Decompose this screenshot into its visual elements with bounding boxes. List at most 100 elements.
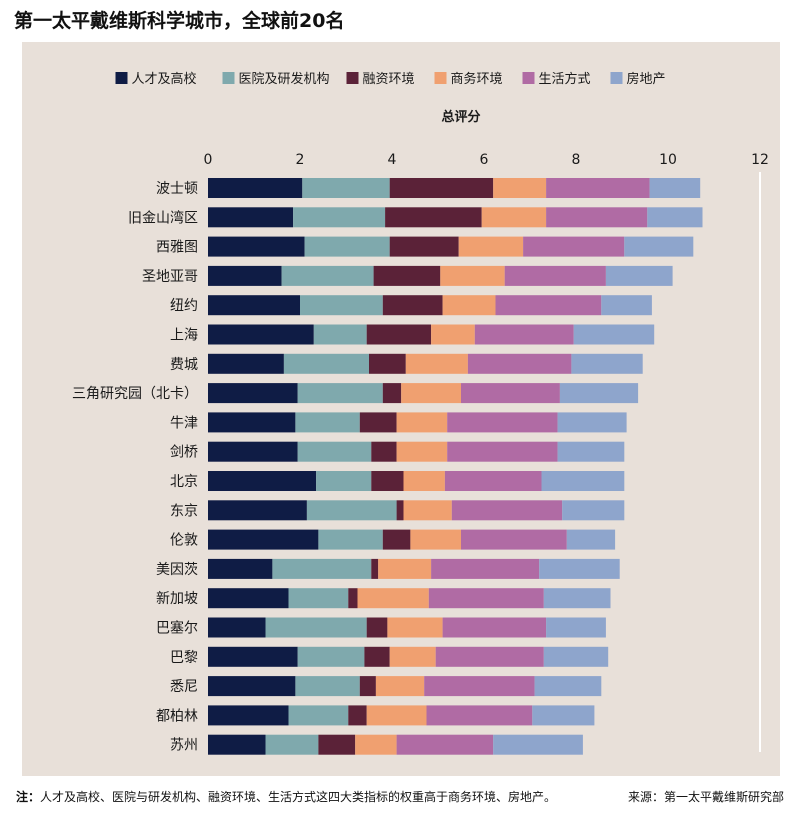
category-label: 新加坡: [156, 591, 198, 607]
legend-label: 商务环境: [451, 71, 503, 87]
bar-segment: [566, 529, 616, 550]
bar-segment: [435, 646, 544, 667]
legend-swatch: [522, 72, 535, 84]
bar-segment: [403, 471, 445, 491]
bar-segment: [208, 295, 300, 316]
bar-segment: [532, 705, 595, 726]
bar-segment: [601, 295, 652, 316]
bar-segment: [557, 441, 625, 462]
bar-segment: [426, 705, 533, 726]
category-label: 西雅图: [156, 240, 198, 256]
bar-segment: [401, 383, 461, 404]
bar-segment: [208, 734, 266, 755]
bar-segment: [297, 383, 383, 404]
x-tick-label: 12: [751, 152, 769, 168]
bar-segment: [571, 353, 643, 374]
bar-segment: [546, 617, 606, 638]
bar-segment: [208, 500, 307, 521]
bar-segment: [539, 558, 620, 579]
category-label: 东京: [170, 503, 198, 519]
bar-segment: [428, 588, 544, 609]
bar-segment: [562, 500, 625, 521]
bar-segment: [385, 207, 482, 228]
bar-segment: [265, 617, 367, 638]
bar-segment: [647, 207, 703, 228]
bar-segment: [208, 705, 289, 726]
bar-segment: [389, 646, 436, 667]
bar-segment: [387, 617, 443, 638]
bar-segment: [458, 236, 524, 257]
bar-segment: [534, 676, 602, 697]
bar-segment: [316, 471, 372, 491]
bar-segment: [543, 646, 609, 667]
category-label: 上海: [170, 328, 198, 344]
legend-label: 医院及研发机构: [239, 71, 330, 87]
bar-segment: [208, 617, 266, 638]
bar-segment: [378, 558, 432, 579]
source-credit: 来源：第一太平戴维斯研究部: [627, 790, 784, 804]
category-label: 美因茨: [156, 562, 198, 578]
category-label: 都柏林: [156, 708, 198, 724]
bar-segment: [208, 471, 317, 491]
bar-segment: [313, 324, 367, 345]
bar-segment: [557, 412, 627, 433]
bar-segment: [272, 558, 372, 579]
x-tick-label: 8: [572, 152, 581, 168]
category-label: 三角研究园（北卡）: [72, 386, 198, 402]
bar-segment: [288, 705, 349, 726]
bar-segment: [318, 529, 383, 550]
bar-segment: [208, 646, 298, 667]
bar-segment: [431, 558, 540, 579]
bar-segment: [495, 295, 602, 316]
bar-segment: [295, 412, 360, 433]
bar-segment: [410, 529, 461, 550]
category-label: 悉尼: [170, 679, 198, 695]
bar-segment: [300, 295, 383, 316]
bar-segment: [366, 617, 388, 638]
bar-segment: [366, 324, 432, 345]
bar-segment: [364, 646, 390, 667]
bar-segment: [382, 295, 443, 316]
bar-segment: [467, 353, 572, 374]
bar-segment: [474, 324, 574, 345]
bar-segment: [546, 207, 648, 228]
bar-segment: [559, 383, 639, 404]
category-label: 巴塞尔: [156, 620, 198, 637]
bar-segment: [493, 734, 583, 755]
bar-segment: [396, 734, 494, 755]
bar-segment: [382, 529, 411, 550]
category-label: 费城: [170, 357, 198, 373]
bar-segment: [208, 588, 289, 609]
bar-segment: [451, 500, 563, 521]
bar-segment: [348, 588, 358, 609]
category-label: 旧金山湾区: [128, 209, 198, 226]
bar-segment: [208, 558, 273, 579]
bar-segment: [208, 207, 294, 228]
bar-segment: [396, 441, 448, 462]
category-label: 剑桥: [170, 445, 198, 461]
bar-segment: [283, 353, 369, 374]
bar-segment: [541, 471, 625, 491]
bar-segment: [389, 178, 494, 198]
bar-segment: [371, 558, 379, 579]
category-label: 巴黎: [170, 650, 198, 666]
bar-segment: [359, 412, 397, 433]
legend-label: 房地产: [627, 71, 666, 87]
category-label: 牛津: [170, 415, 198, 431]
bar-segment: [297, 441, 372, 462]
bar-segment: [357, 588, 429, 609]
bar-segment: [293, 207, 386, 228]
bar-segment: [208, 383, 298, 404]
x-tick-label: 2: [296, 152, 305, 168]
bar-segment: [605, 265, 673, 286]
bar-segment: [208, 178, 303, 198]
category-label: 苏州: [170, 738, 198, 754]
bar-segment: [208, 441, 298, 462]
bar-segment: [543, 588, 611, 609]
legend-label: 生活方式: [539, 71, 591, 87]
x-tick-label: 6: [480, 152, 489, 168]
bar-segment: [302, 178, 390, 198]
bar-segment: [348, 705, 367, 726]
bar-segment: [396, 412, 448, 433]
legend-label: 融资环境: [363, 72, 415, 87]
